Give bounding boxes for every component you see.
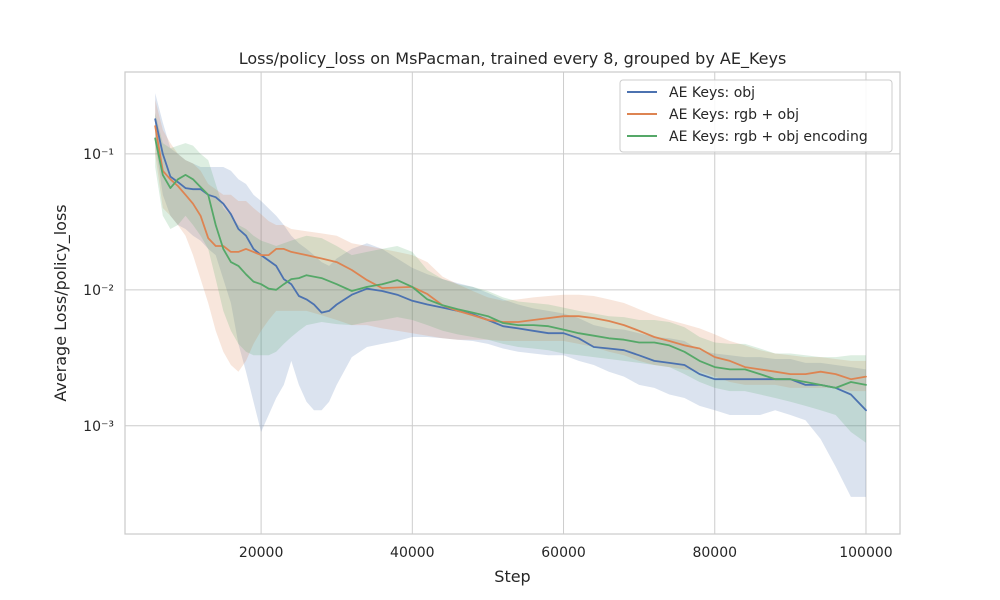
series-lines bbox=[154, 118, 867, 412]
legend: AE Keys: obj AE Keys: rgb + obj AE Keys: r… bbox=[619, 79, 893, 153]
legend-label: AE Keys: obj bbox=[669, 85, 755, 101]
x-tick-label: 80000 bbox=[692, 545, 737, 561]
legend-entries: AE Keys: obj AE Keys: rgb + obj AE Keys: r… bbox=[627, 85, 868, 145]
x-tick-labels: 20000 40000 60000 80000 100000 bbox=[239, 545, 893, 561]
y-tick-label: 10⁻² bbox=[83, 283, 114, 299]
series-line-ae-keys-rgb-obj-encoding bbox=[154, 137, 867, 389]
band-ae-keys-rgb-obj bbox=[155, 99, 866, 392]
y-tick-label: 10⁻¹ bbox=[83, 147, 114, 163]
y-tick-labels: 10⁻³ 10⁻² 10⁻¹ bbox=[83, 147, 114, 435]
x-tick-label: 20000 bbox=[239, 545, 284, 561]
band-ae-keys-rgb-obj-encoding bbox=[155, 112, 866, 443]
confidence-bands bbox=[155, 93, 866, 497]
x-tick-label: 100000 bbox=[839, 545, 892, 561]
x-tick-label: 60000 bbox=[541, 545, 586, 561]
band-ae-keys-obj bbox=[155, 93, 866, 497]
x-axis-title: Step bbox=[494, 567, 530, 586]
x-tick-label: 40000 bbox=[390, 545, 435, 561]
y-tick-label: 10⁻³ bbox=[83, 419, 114, 435]
legend-label: AE Keys: rgb + obj encoding bbox=[669, 129, 868, 145]
legend-label: AE Keys: rgb + obj bbox=[669, 107, 799, 123]
plot-frame bbox=[124, 71, 901, 535]
legend-box bbox=[619, 79, 893, 153]
y-axis-title: Average Loss/policy_loss bbox=[51, 204, 71, 401]
chart-title: Loss/policy_loss on MsPacman, trained ev… bbox=[239, 49, 787, 69]
series-line-ae-keys-obj bbox=[154, 118, 867, 412]
